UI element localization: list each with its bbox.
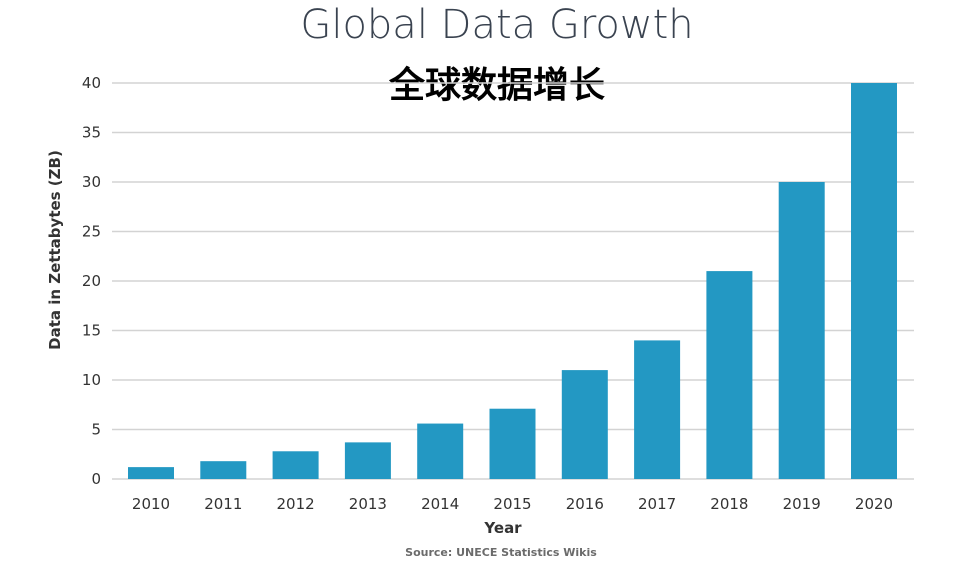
x-tick-label: 2012 xyxy=(277,495,315,513)
x-tick-label: 2014 xyxy=(421,495,459,513)
bar-2016 xyxy=(561,370,608,479)
x-tick-label: 2013 xyxy=(349,495,387,513)
x-tick-label: 2016 xyxy=(566,495,604,513)
y-tick-label: 20 xyxy=(82,272,101,290)
y-tick-label: 10 xyxy=(82,371,101,389)
x-tick-label: 2018 xyxy=(710,495,748,513)
bar-2019 xyxy=(778,182,825,479)
x-tick-label: 2017 xyxy=(638,495,676,513)
bar-2020 xyxy=(851,83,897,479)
y-tick-label: 0 xyxy=(91,470,101,488)
y-tick-label: 35 xyxy=(82,124,101,142)
y-tick-label: 25 xyxy=(82,223,101,241)
y-tick-label: 40 xyxy=(82,74,101,92)
y-tick-label: 30 xyxy=(82,173,101,191)
gridlines xyxy=(112,82,914,480)
source-note: Source: UNECE Statistics Wikis xyxy=(405,546,597,559)
x-tick-label: 2011 xyxy=(204,495,242,513)
chart-title: Global Data Growth xyxy=(300,2,693,48)
x-tick-label: 2010 xyxy=(132,495,170,513)
chart-subtitle: 全球数据增长 xyxy=(388,64,605,106)
bar-2013 xyxy=(344,442,391,479)
x-tick-label: 2015 xyxy=(493,495,531,513)
bar-2011 xyxy=(200,461,247,479)
x-axis-ticks: 2010 2011 2012 2013 2014 2015 2016 2017 2018 2019… xyxy=(132,495,893,513)
x-tick-label: 2019 xyxy=(783,495,821,513)
bar-2017 xyxy=(634,340,681,479)
x-tick-label: 2020 xyxy=(855,495,893,513)
y-axis-label: Data in Zettabytes (ZB) xyxy=(46,150,64,350)
y-axis-ticks: 0 5 10 15 20 25 30 35 40 xyxy=(82,74,101,488)
bars xyxy=(128,83,897,479)
y-tick-label: 15 xyxy=(82,322,101,340)
y-tick-label: 5 xyxy=(91,421,101,439)
bar-2012 xyxy=(272,451,319,479)
bar-2010 xyxy=(128,467,174,479)
x-axis-label: Year xyxy=(483,519,522,537)
bar-2015 xyxy=(489,408,536,479)
bar-2018 xyxy=(706,271,753,479)
bar-2014 xyxy=(417,423,464,479)
